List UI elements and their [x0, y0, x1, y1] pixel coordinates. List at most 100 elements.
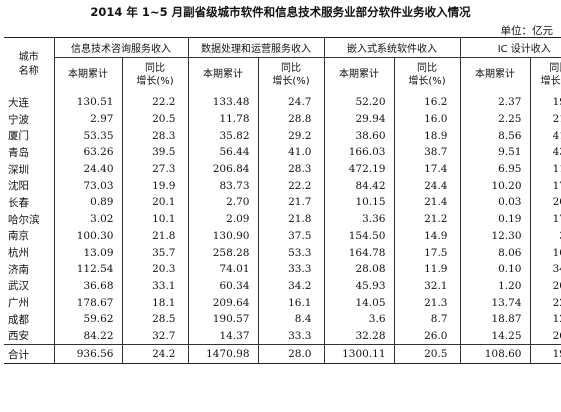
yoy-growth-cell: 39.5: [121, 144, 188, 161]
yoy-growth-cell: 35.7: [121, 244, 188, 261]
cumulative-value-cell: 14.25: [459, 327, 530, 345]
cumulative-value-cell: 3.02: [53, 210, 122, 228]
yoy-growth-cell: 37.5: [257, 227, 324, 245]
yoy-growth-cell: 27.3: [121, 160, 188, 178]
yoy-growth-cell: 21.7: [257, 194, 324, 211]
group-header-data-processing: 数据处理和运营服务收入: [187, 37, 324, 58]
cumulative-value-cell: 258.28: [187, 244, 258, 261]
yoy-growth-cell: 19.9: [121, 177, 188, 195]
cumulative-value-cell: 11.78: [187, 110, 258, 128]
total-row: 合计 936.56 24.2 1470.98 28.0 1300.11 20.5 108.60…: [4, 344, 561, 364]
subheader-cumulative: 本期累计: [53, 57, 122, 91]
yoy-growth-cell: 21.3: [393, 294, 460, 311]
yoy-growth-cell: 17.5: [393, 244, 460, 261]
city-name: 南京: [8, 230, 29, 243]
cumulative-value-cell: 164.78: [323, 244, 394, 261]
cumulative-value-cell: 35.82: [187, 127, 258, 145]
yoy-growth-cell: 18.1: [121, 294, 188, 311]
yoy-growth-cell: 20.4: [529, 277, 561, 295]
cumulative-value-cell: 14.37: [187, 327, 258, 345]
yoy-growth-cell: 28.3: [121, 127, 188, 145]
cumulative-value-cell: 3.36: [323, 210, 394, 228]
city-name: 大连: [8, 96, 29, 109]
cumulative-value-cell: 472.19: [323, 160, 394, 178]
yoy-growth-cell: 10.1: [121, 210, 188, 228]
cumulative-value-cell: 936.56: [53, 344, 122, 364]
cumulative-value-cell: 1.20: [459, 277, 530, 295]
cumulative-value-cell: 13.74: [459, 294, 530, 311]
cumulative-value-cell: 2.25: [459, 110, 530, 128]
group-header-ic-design: IC 设计收入: [459, 37, 561, 58]
cumulative-value-cell: 28.08: [323, 260, 394, 278]
city-header-line1: 城市: [18, 51, 39, 63]
cumulative-value-cell: 56.44: [187, 144, 258, 161]
yoy-growth-cell: 16.0: [393, 110, 460, 128]
cumulative-value-cell: 10.20: [459, 177, 530, 195]
cumulative-value-cell: 52.20: [323, 91, 394, 111]
yoy-growth-cell: 3.3: [529, 227, 561, 245]
cumulative-value-cell: 8.56: [459, 127, 530, 145]
yoy-growth-cell: 41.0: [257, 144, 324, 161]
cumulative-value-cell: 190.57: [187, 310, 258, 328]
cumulative-value-cell: 83.73: [187, 177, 258, 195]
yoy-growth-cell: 14.9: [393, 227, 460, 245]
yoy-growth-cell: 21.2: [393, 210, 460, 228]
cumulative-value-cell: 166.03: [323, 144, 394, 161]
city-name: 青岛: [8, 146, 29, 159]
yoy-growth-cell: 26.5: [529, 327, 561, 345]
cumulative-value-cell: 206.84: [187, 160, 258, 178]
cumulative-value-cell: 133.48: [187, 91, 258, 111]
cumulative-value-cell: 38.60: [323, 127, 394, 145]
cumulative-value-cell: 74.01: [187, 260, 258, 278]
yoy-growth-cell: 34.2: [257, 277, 324, 295]
subheader-yoy: 同比增长(%): [257, 57, 324, 91]
unit-label: 单位：亿元: [500, 25, 554, 37]
cumulative-value-cell: 14.05: [323, 294, 394, 311]
cumulative-value-cell: 130.90: [187, 227, 258, 245]
cumulative-value-cell: 178.67: [53, 294, 122, 311]
yoy-growth-cell: 16.1: [257, 294, 324, 311]
yoy-growth-cell: 20.3: [121, 260, 188, 278]
cumulative-value-cell: 60.34: [187, 277, 258, 295]
subheader-cumulative: 本期累计: [323, 57, 394, 91]
cumulative-value-cell: 1300.11: [323, 344, 394, 364]
city-name: 哈尔滨: [8, 213, 40, 226]
yoy-growth-cell: 21.8: [121, 227, 188, 245]
yoy-growth-cell: 19.0: [529, 91, 561, 111]
cumulative-value-cell: 2.97: [53, 110, 122, 128]
yoy-growth-cell: 33.3: [257, 327, 324, 345]
yoy-growth-cell: 41.8: [529, 127, 561, 145]
subheader-yoy: 同比增长(%): [121, 57, 188, 91]
yoy-growth-cell: 22.2: [121, 91, 188, 111]
yoy-growth-cell: 43.3: [529, 144, 561, 161]
yoy-growth-cell: 8.4: [257, 310, 324, 328]
yoy-growth-cell: 29.2: [257, 127, 324, 145]
yoy-growth-cell: 20.5: [121, 110, 188, 128]
table-body: 大连130.5122.2133.4824.752.2016.22.3719.0宁…: [4, 91, 561, 364]
yoy-growth-cell: 16.2: [393, 91, 460, 111]
yoy-growth-cell: 10.6: [529, 244, 561, 261]
revenue-table: 城市 名称 信息技术咨询服务收入 数据处理和运营服务收入 嵌入式系统软件收入 I…: [4, 37, 561, 365]
cumulative-value-cell: 108.60: [459, 344, 530, 364]
city-name: 杭州: [8, 247, 29, 260]
cumulative-value-cell: 6.95: [459, 160, 530, 178]
city-name: 成都: [8, 313, 29, 326]
cumulative-value-cell: 0.10: [459, 260, 530, 278]
cumulative-value-cell: 2.70: [187, 194, 258, 211]
cumulative-value-cell: 130.51: [53, 91, 122, 111]
yoy-growth-cell: 21.8: [257, 210, 324, 228]
yoy-growth-cell: 11.9: [393, 260, 460, 278]
yoy-growth-cell: 20.1: [121, 194, 188, 211]
yoy-growth-cell: 17.0: [529, 210, 561, 228]
yoy-growth-cell: 28.0: [257, 344, 324, 364]
cumulative-value-cell: 0.89: [53, 194, 122, 211]
cumulative-value-cell: 0.19: [459, 210, 530, 228]
cumulative-value-cell: 9.51: [459, 144, 530, 161]
yoy-growth-cell: 22.2: [257, 177, 324, 195]
